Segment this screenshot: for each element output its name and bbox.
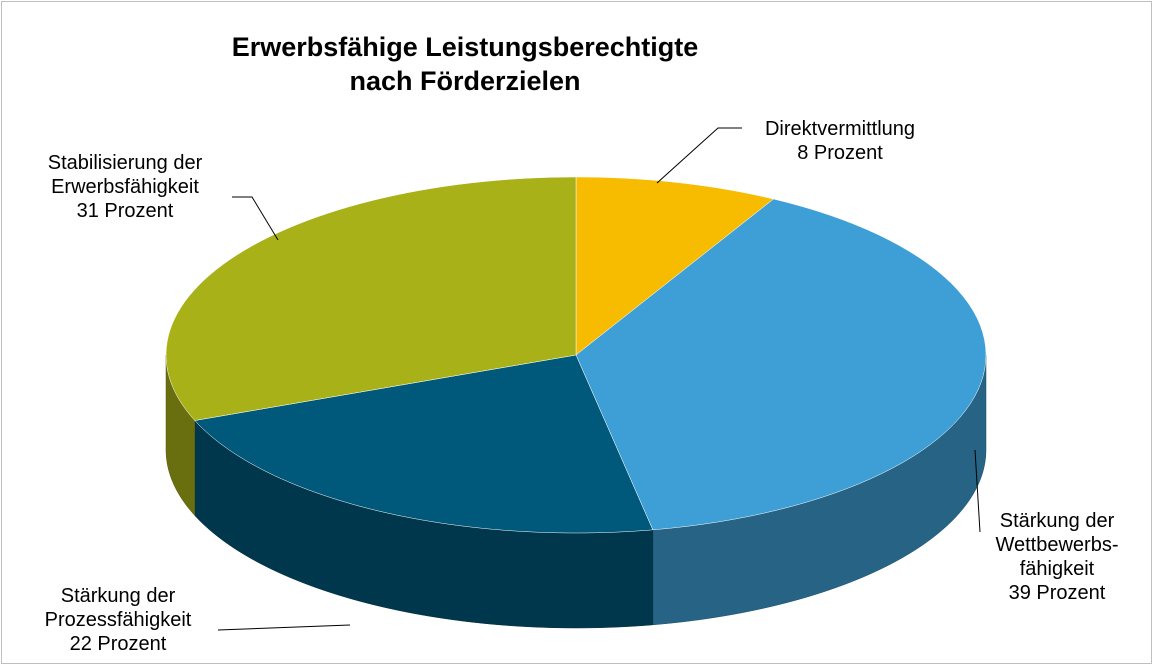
text-line: nach Förderzielen [349,66,580,96]
text-line: Wettbewerbs- [995,534,1118,556]
text-line: Erwerbsfähige Leistungsberechtigte [232,32,699,62]
text-line: Prozessfähigkeit [45,609,192,631]
text-line: Stärkung der [1000,510,1115,532]
text-line: 39 Prozent [1009,582,1106,604]
leader-line [232,196,279,241]
value-label: 31 Prozent [77,200,174,222]
text-line: 8 Prozent [797,142,883,164]
slice [165,176,577,421]
text-line: Stärkung der [61,585,176,607]
chart-title: Erwerbsfähige Leistungsberechtigte nach F… [232,32,699,96]
slice [194,354,654,534]
text-line: Stabilisierung der [48,152,203,174]
category-label: Direktvermittlung [765,118,915,140]
leader-line [974,449,981,533]
text-line: 31 Prozent [77,200,174,222]
value-label: 8 Prozent [797,142,883,164]
text-line: 22 Prozent [70,633,167,655]
category-label: Stärkung der Wettbewerbs-fähigkeit [995,510,1118,580]
pie-tops [165,176,987,534]
text-line: Erwerbsfähigkeit [51,176,199,198]
slice [575,198,987,531]
category-label: Stärkung der Prozessfähigkeit [45,585,192,631]
value-label: 39 Prozent [1009,582,1106,604]
leader-line [217,624,351,631]
text-line: fähigkeit [1020,558,1095,580]
text-line: Direktvermittlung [765,118,915,140]
slice [575,176,775,356]
leader-line [656,127,742,184]
category-label: Stabilisierung der Erwerbsfähigkeit [48,152,203,198]
value-label: 22 Prozent [70,633,167,655]
